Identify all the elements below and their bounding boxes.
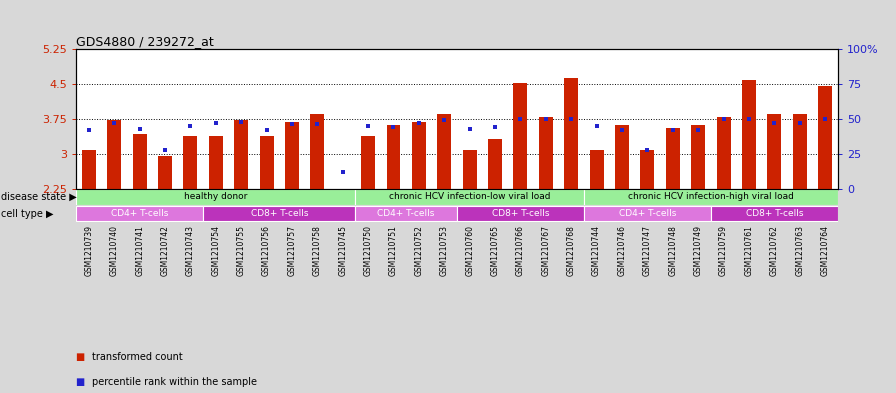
Text: GSM1210744: GSM1210744	[592, 225, 601, 276]
Bar	[641, 150, 654, 189]
Text: CD4+ T-cells: CD4+ T-cells	[111, 209, 168, 218]
Bar	[356, 189, 584, 205]
Bar	[742, 80, 756, 189]
Bar	[691, 125, 705, 189]
Bar	[818, 86, 832, 189]
Text: GSM1210764: GSM1210764	[821, 225, 830, 276]
Bar	[133, 134, 147, 189]
Text: CD8+ T-cells: CD8+ T-cells	[745, 209, 803, 218]
Bar	[361, 136, 375, 189]
Bar	[203, 206, 356, 221]
Bar	[82, 150, 96, 189]
Text: GSM1210752: GSM1210752	[414, 225, 424, 275]
Text: GSM1210749: GSM1210749	[694, 225, 702, 276]
Bar	[666, 128, 680, 189]
Text: ■: ■	[76, 352, 89, 362]
Bar	[158, 156, 172, 189]
Bar	[462, 150, 477, 189]
Text: GSM1210755: GSM1210755	[237, 225, 246, 276]
Text: ■: ■	[76, 377, 89, 387]
Text: transformed count: transformed count	[92, 352, 183, 362]
Bar	[260, 136, 273, 189]
Text: GSM1210763: GSM1210763	[795, 225, 805, 276]
Text: GSM1210753: GSM1210753	[440, 225, 449, 276]
Text: GSM1210751: GSM1210751	[389, 225, 398, 275]
Text: GSM1210766: GSM1210766	[516, 225, 525, 276]
Text: GSM1210768: GSM1210768	[566, 225, 576, 275]
Bar	[76, 206, 203, 221]
Bar	[457, 206, 584, 221]
Bar	[209, 136, 223, 189]
Bar	[356, 206, 457, 221]
Text: GSM1210761: GSM1210761	[745, 225, 754, 275]
Text: GSM1210750: GSM1210750	[364, 225, 373, 276]
Text: percentile rank within the sample: percentile rank within the sample	[92, 377, 257, 387]
Bar	[488, 139, 502, 189]
Text: GSM1210762: GSM1210762	[770, 225, 779, 275]
Bar	[412, 122, 426, 189]
Text: GSM1210741: GSM1210741	[135, 225, 144, 275]
Text: chronic HCV infection-high viral load: chronic HCV infection-high viral load	[628, 192, 794, 201]
Text: GSM1210767: GSM1210767	[541, 225, 550, 276]
Bar	[717, 118, 730, 189]
Text: GSM1210765: GSM1210765	[490, 225, 500, 276]
Text: GSM1210748: GSM1210748	[668, 225, 677, 275]
Text: GSM1210743: GSM1210743	[185, 225, 195, 276]
Bar	[310, 114, 324, 189]
Text: GDS4880 / 239272_at: GDS4880 / 239272_at	[76, 35, 214, 48]
Text: CD8+ T-cells: CD8+ T-cells	[251, 209, 308, 218]
Text: GSM1210742: GSM1210742	[160, 225, 169, 275]
Bar	[76, 189, 356, 205]
Text: chronic HCV infection-low viral load: chronic HCV infection-low viral load	[389, 192, 550, 201]
Bar	[513, 83, 528, 189]
Bar	[386, 125, 401, 189]
Bar	[584, 206, 711, 221]
Text: GSM1210746: GSM1210746	[617, 225, 626, 276]
Bar	[437, 114, 452, 189]
Text: GSM1210758: GSM1210758	[313, 225, 322, 275]
Text: GSM1210759: GSM1210759	[719, 225, 728, 276]
Bar	[584, 189, 838, 205]
Text: GSM1210745: GSM1210745	[338, 225, 348, 276]
Bar	[285, 122, 299, 189]
Bar	[108, 120, 121, 189]
Bar	[615, 125, 629, 189]
Text: CD4+ T-cells: CD4+ T-cells	[377, 209, 435, 218]
Bar	[234, 120, 248, 189]
Bar	[767, 114, 781, 189]
Text: GSM1210739: GSM1210739	[84, 225, 93, 276]
Bar	[564, 79, 578, 189]
Text: cell type ▶: cell type ▶	[1, 209, 54, 219]
Bar	[538, 118, 553, 189]
Text: healthy donor: healthy donor	[184, 192, 247, 201]
Text: GSM1210754: GSM1210754	[211, 225, 220, 276]
Text: CD8+ T-cells: CD8+ T-cells	[492, 209, 549, 218]
Text: GSM1210756: GSM1210756	[262, 225, 271, 276]
Text: GSM1210760: GSM1210760	[465, 225, 474, 276]
Text: disease state ▶: disease state ▶	[1, 192, 77, 202]
Bar	[793, 114, 806, 189]
Text: GSM1210757: GSM1210757	[288, 225, 297, 276]
Text: CD4+ T-cells: CD4+ T-cells	[618, 209, 676, 218]
Bar	[184, 136, 197, 189]
Bar	[590, 150, 604, 189]
Bar	[711, 206, 838, 221]
Text: GSM1210740: GSM1210740	[109, 225, 119, 276]
Text: GSM1210747: GSM1210747	[642, 225, 652, 276]
